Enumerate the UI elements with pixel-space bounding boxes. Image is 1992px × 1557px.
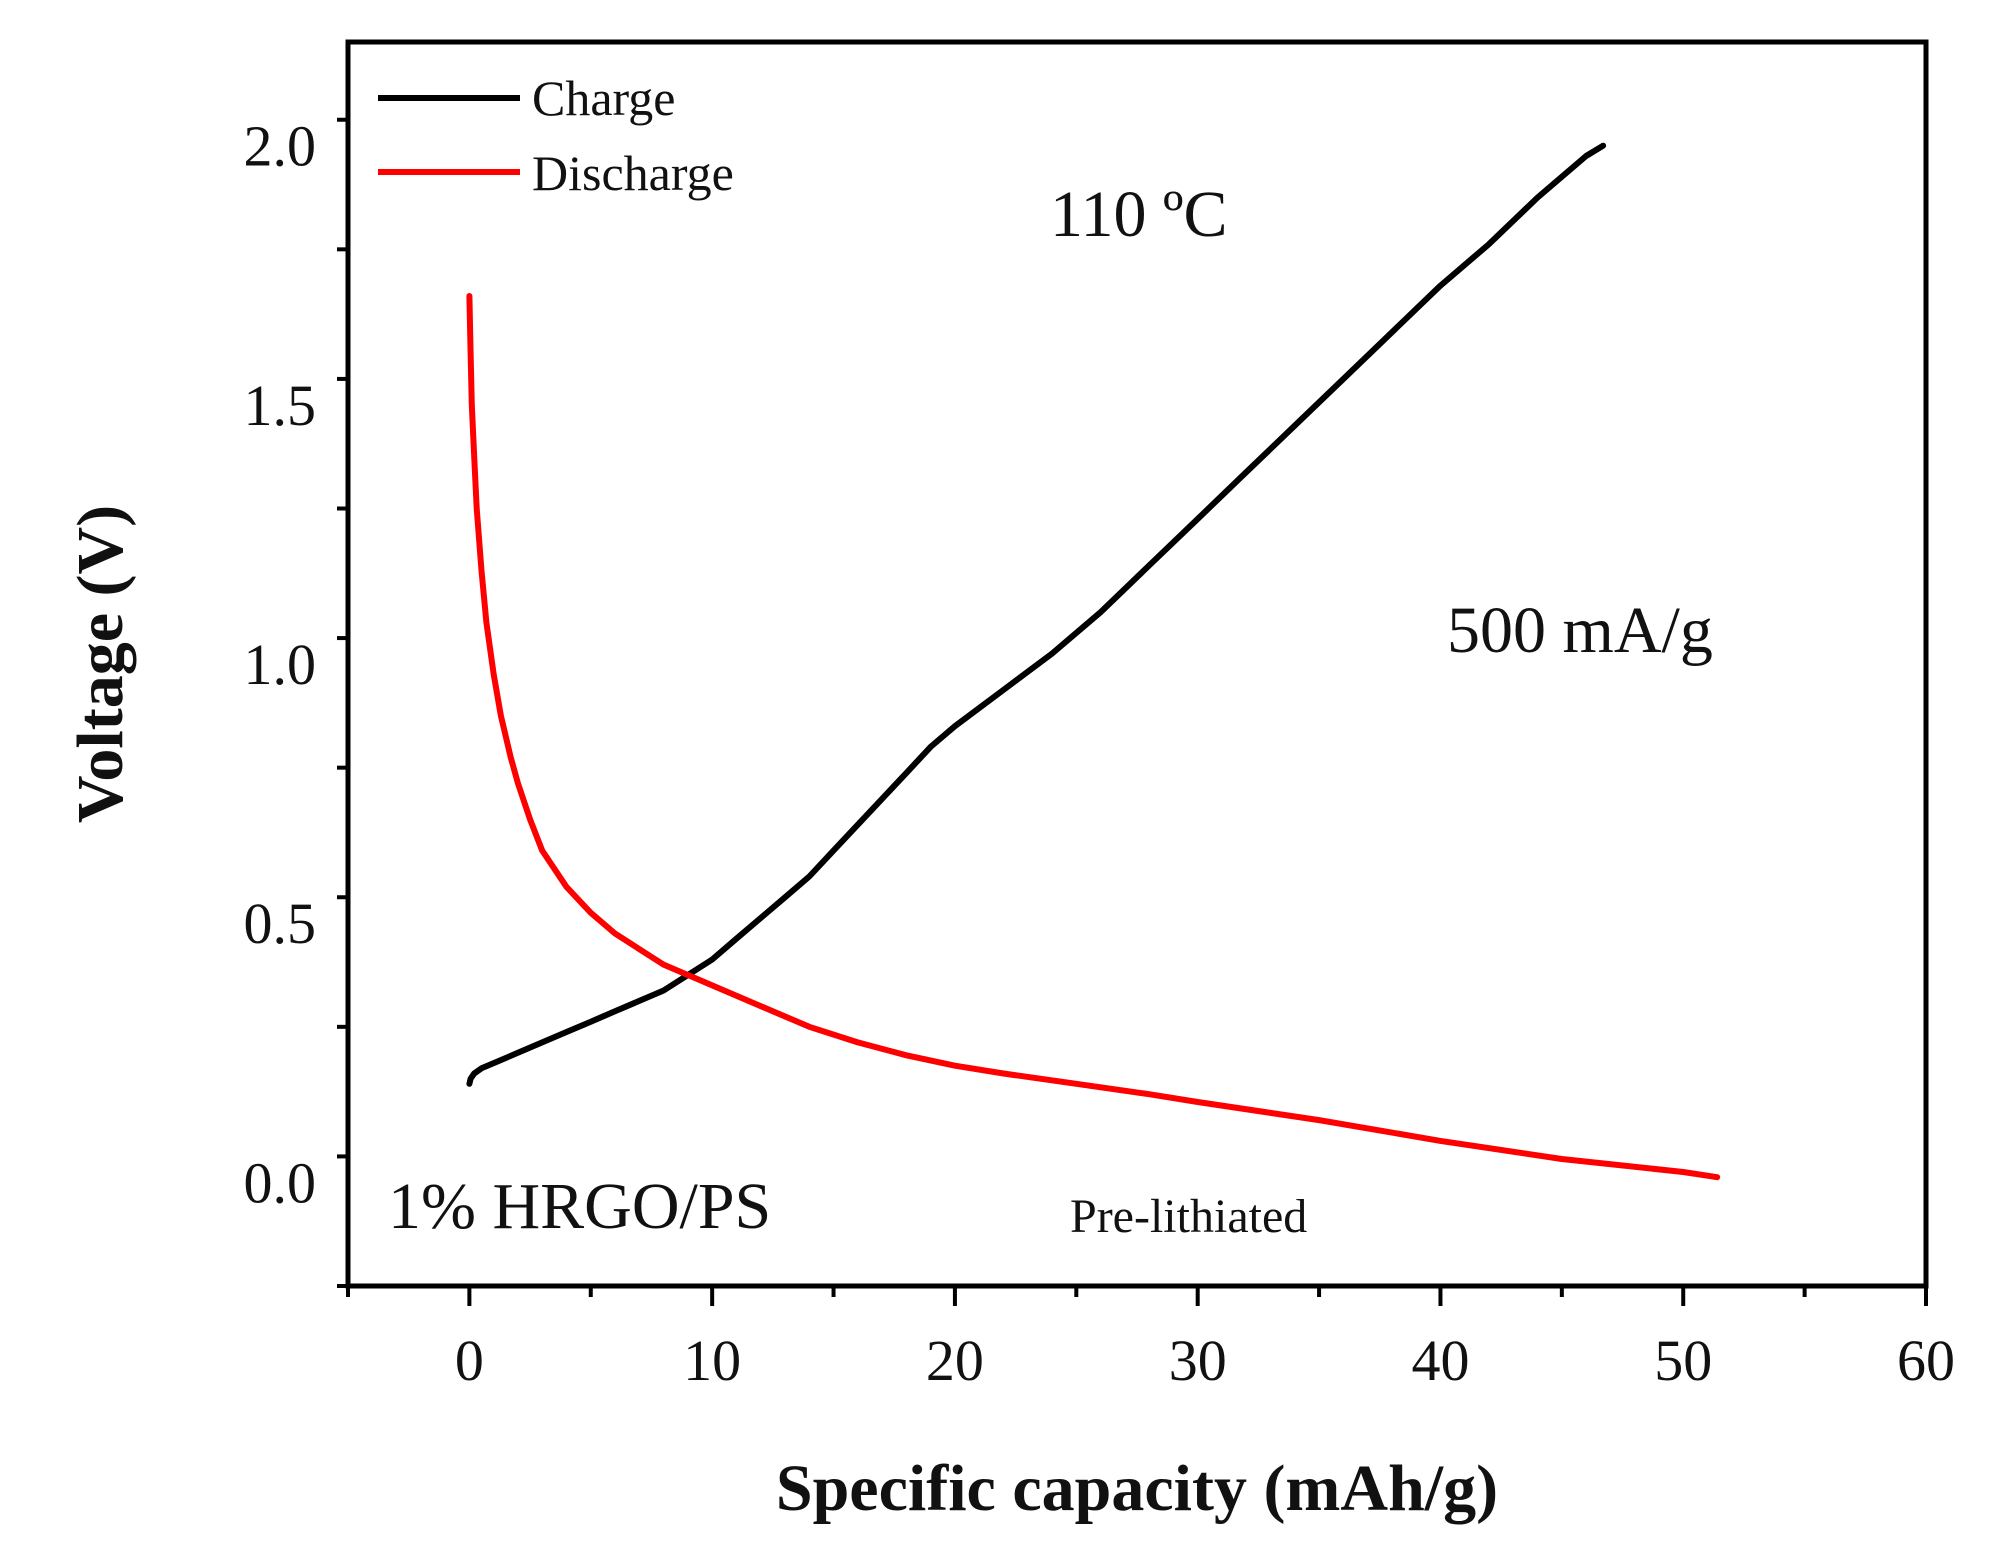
x-axis-ticks bbox=[346, 1286, 1928, 1306]
y-tick-label-1.0: 1.0 bbox=[244, 632, 317, 697]
y-tick-label-0.5: 0.5 bbox=[244, 891, 317, 956]
x-tick-label-30: 30 bbox=[1169, 1328, 1227, 1393]
series-line-discharge bbox=[466, 293, 1721, 1181]
legend: Charge Discharge bbox=[378, 70, 734, 201]
y-axis-title: Voltage (V) bbox=[64, 505, 137, 823]
annotation-condition: Pre-lithiated bbox=[1070, 1190, 1307, 1243]
x-tick-label-0: 0 bbox=[455, 1328, 484, 1393]
y-axis-ticks bbox=[337, 117, 348, 1288]
x-tick-label-60: 60 bbox=[1897, 1328, 1955, 1393]
y-tick-label-1.5: 1.5 bbox=[244, 373, 317, 438]
x-axis-title: Specific capacity (mAh/g) bbox=[776, 1452, 1498, 1525]
x-tick-label-50: 50 bbox=[1654, 1328, 1712, 1393]
series-layer bbox=[466, 142, 1721, 1181]
x-axis-tick-labels: 0 10 20 30 40 50 60 bbox=[455, 1328, 1955, 1393]
x-tick-label-40: 40 bbox=[1411, 1328, 1469, 1393]
annotation-temperature: 110 ºC bbox=[1050, 178, 1228, 251]
annotation-sample: 1% HRGO/PS bbox=[388, 1170, 771, 1243]
series-line-charge bbox=[466, 142, 1607, 1087]
legend-label-discharge: Discharge bbox=[532, 145, 734, 201]
y-tick-label-0.0: 0.0 bbox=[244, 1150, 317, 1215]
plot-frame bbox=[345, 39, 1929, 1289]
x-tick-label-10: 10 bbox=[683, 1328, 741, 1393]
legend-label-charge: Charge bbox=[532, 70, 675, 126]
y-axis-tick-labels: 0.0 0.5 1.0 1.5 2.0 bbox=[244, 114, 317, 1216]
annotation-current-density: 500 mA/g bbox=[1447, 594, 1713, 667]
y-tick-label-2.0: 2.0 bbox=[244, 114, 317, 179]
x-tick-label-20: 20 bbox=[926, 1328, 984, 1393]
